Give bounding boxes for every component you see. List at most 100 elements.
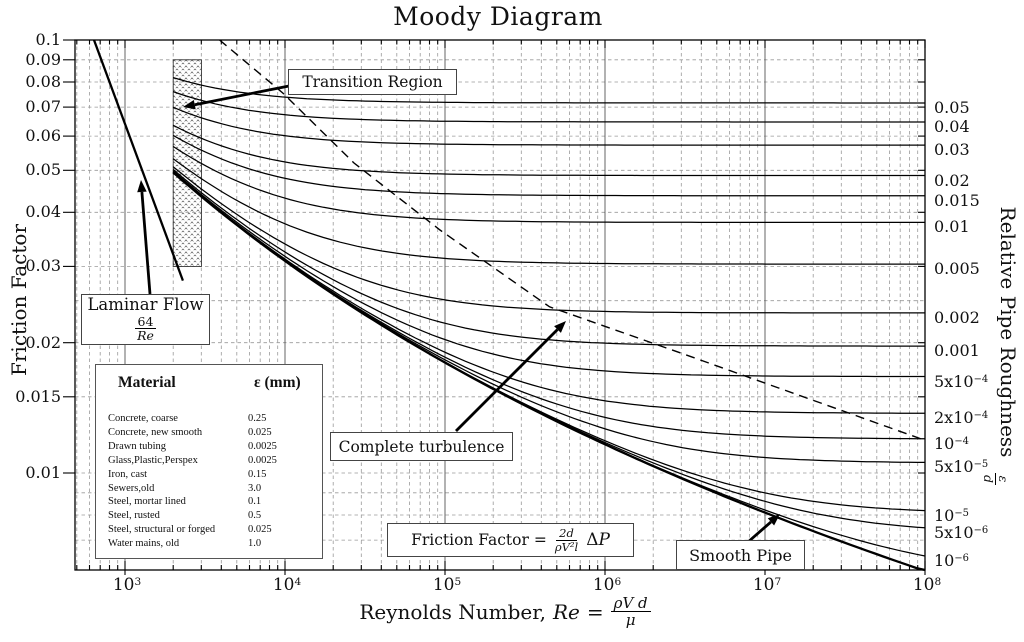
material-name: Drawn tubing xyxy=(108,440,167,452)
roughness-label: 5x10−5 xyxy=(934,457,988,476)
roughness-label-text: 0.001 xyxy=(934,341,980,361)
material-name: Water mains, old xyxy=(108,538,180,550)
material-name: Concrete, coarse xyxy=(108,413,178,424)
y-tick-text: 0.02 xyxy=(25,332,61,352)
material-name: Iron, cast xyxy=(108,468,148,480)
re-symbol: Re xyxy=(552,599,580,624)
y-tick-label: 0.1 xyxy=(0,30,61,49)
roughness-label-text: 5x10 xyxy=(934,522,974,542)
x-tick-label: 108 xyxy=(903,575,951,595)
roughness-label-text: 0.002 xyxy=(934,307,980,327)
x-tick-exponent: 7 xyxy=(774,575,782,588)
x-tick-label: 107 xyxy=(743,575,791,595)
laminar-flow-text: Laminar Flow xyxy=(87,295,204,315)
material-row: Sewers,old 3.0 xyxy=(96,482,322,496)
roughness-label-text: 10 xyxy=(934,550,955,570)
roughness-label-text: 0.02 xyxy=(934,170,970,190)
roughness-label-text: 0.03 xyxy=(934,140,970,160)
material-roughness-value: 0.025 xyxy=(248,426,272,438)
smooth-pipe-label: Smooth Pipe xyxy=(676,540,805,570)
y-tick-label: 0.05 xyxy=(0,160,61,179)
x-tick-exponent: 8 xyxy=(934,575,942,588)
x-tick-exponent: 4 xyxy=(294,575,302,588)
roughness-label-text: 5x10 xyxy=(934,371,974,391)
x-tick-exponent: 5 xyxy=(454,575,462,588)
roughness-label-text: 0.04 xyxy=(934,116,970,136)
material-roughness-value: 0.0025 xyxy=(248,440,277,452)
roughness-label: 5x10−6 xyxy=(934,523,988,542)
x-tick-label: 105 xyxy=(423,575,471,595)
material-roughness-value: 0.0025 xyxy=(248,454,277,466)
y-tick-text: 0.03 xyxy=(25,256,61,276)
roughness-label: 0.002 xyxy=(934,308,980,327)
roughness-label: 0.005 xyxy=(934,259,980,278)
material-row: Steel, structural or forged 0.025 xyxy=(96,523,322,537)
formula-frac-numerator: 2d xyxy=(556,527,577,541)
x-tick-base: 10 xyxy=(912,575,935,595)
x-tick-base: 10 xyxy=(432,575,455,595)
x-tick-exponent: 6 xyxy=(614,575,622,588)
y-tick-text: 0.06 xyxy=(25,126,61,146)
x-frac-denominator: μ xyxy=(625,611,636,630)
complete-turbulence-text: Complete turbulence xyxy=(338,437,505,456)
x-tick-label: 104 xyxy=(263,575,311,595)
y-tick-text: 0.09 xyxy=(25,49,61,69)
y-tick-label: 0.09 xyxy=(0,50,61,69)
x-tick-label: 106 xyxy=(583,575,631,595)
formula-pressure-var: P xyxy=(598,530,610,550)
y-tick-label: 0.02 xyxy=(0,333,61,352)
roughness-label-exponent: −4 xyxy=(973,410,989,422)
material-table-header-eps: ε (mm) xyxy=(254,374,301,391)
x-axis-title: Reynolds Number, Re = ρV d μ xyxy=(0,595,1010,628)
material-roughness-value: 0.25 xyxy=(248,413,267,424)
material-row: Iron, cast 0.15 xyxy=(96,468,322,482)
y-tick-text: 0.07 xyxy=(25,97,61,117)
material-row: Concrete, coarse 0.25 xyxy=(96,412,322,426)
friction-formula-label: Friction Factor = 2d ρV²l ΔP xyxy=(387,523,634,557)
transition-region-label: Transition Region xyxy=(288,69,457,95)
x-frac-numerator: ρV d xyxy=(610,595,651,613)
y-tick-label: 0.07 xyxy=(0,97,61,116)
material-name: Sewers,old xyxy=(108,482,155,494)
transition-region-text: Transition Region xyxy=(302,73,443,91)
material-row: Drawn tubing 0.0025 xyxy=(96,440,322,454)
material-name: Concrete, new smooth xyxy=(108,426,203,438)
laminar-frac-numerator: 64 xyxy=(134,315,157,330)
roughness-label: 0.03 xyxy=(934,140,970,159)
x-tick-base: 10 xyxy=(592,575,615,595)
roughness-label-exponent: −6 xyxy=(973,524,989,536)
roughness-label: 0.001 xyxy=(934,341,980,360)
material-roughness-value: 0.5 xyxy=(248,510,262,522)
material-roughness-value: 0.025 xyxy=(248,524,272,536)
roughness-label-exponent: −5 xyxy=(973,459,989,471)
roughness-label: 0.04 xyxy=(934,117,970,136)
roughness-label-text: 5x10 xyxy=(934,457,974,477)
right-axis-title-text: Relative Pipe Roughness xyxy=(996,206,1020,458)
y-tick-text: 0.1 xyxy=(35,30,61,49)
material-table-header-material: Material xyxy=(118,374,176,391)
material-roughness-value: 0.1 xyxy=(248,496,262,508)
smooth-pipe-text: Smooth Pipe xyxy=(689,545,792,565)
y-tick-label: 0.015 xyxy=(0,387,61,406)
material-row: Water mains, old 1.0 xyxy=(96,537,322,551)
y-tick-label: 0.04 xyxy=(0,202,61,221)
roughness-label: 0.01 xyxy=(934,217,970,236)
roughness-label-exponent: −5 xyxy=(954,507,969,519)
roughness-label: 0.015 xyxy=(934,191,980,210)
roughness-label-text: 10 xyxy=(934,433,955,453)
page-title: Moody Diagram xyxy=(393,2,603,31)
material-row: Steel, mortar lined 0.1 xyxy=(96,495,322,509)
roughness-label-text: 0.005 xyxy=(934,259,980,279)
roughness-label-text: 2x10 xyxy=(934,408,974,428)
laminar-flow-label: Laminar Flow 64 Re xyxy=(81,294,210,345)
eps-symbol: ε xyxy=(995,472,1011,486)
material-table-rows: Concrete, coarse 0.25 Concrete, new smooth… xyxy=(96,412,322,551)
material-name: Steel, structural or forged xyxy=(108,524,216,536)
material-name: Glass,Plastic,Perspex xyxy=(108,454,198,466)
x-axis-title-prefix: Reynolds Number, xyxy=(359,599,546,624)
material-name: Steel, mortar lined xyxy=(108,496,186,508)
roughness-label-exponent: −6 xyxy=(954,553,969,565)
y-axis-title-text: Friction Factor xyxy=(7,223,31,377)
material-row: Concrete, new smooth 0.025 xyxy=(96,426,322,440)
